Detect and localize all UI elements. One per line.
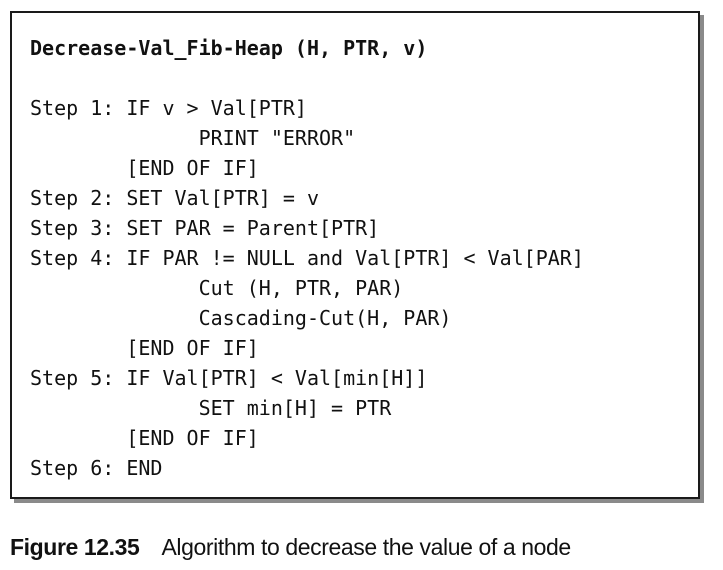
figure-label: Figure 12.35 — [10, 534, 140, 560]
algorithm-line-10: Step 5: IF Val[PTR] < Val[min[H]] — [30, 366, 428, 390]
algorithm-line-11: SET min[H] = PTR — [30, 396, 392, 420]
algorithm-line-1: Step 1: IF v > Val[PTR] — [30, 96, 307, 120]
algorithm-title: Decrease-Val_Fib-Heap (H, PTR, v) — [30, 36, 428, 60]
algorithm-line-6: Step 4: IF PAR != NULL and Val[PTR] < Va… — [30, 246, 584, 270]
algorithm-line-7: Cut (H, PTR, PAR) — [30, 276, 404, 300]
algorithm-line-3: [END OF IF] — [30, 156, 259, 180]
algorithm-line-5: Step 3: SET PAR = Parent[PTR] — [30, 216, 380, 240]
algorithm-line-13: Step 6: END — [30, 456, 163, 480]
algorithm-lines: Step 1: IF v > Val[PTR] PRINT "ERROR" [E… — [30, 93, 584, 483]
figure-caption: Figure 12.35 Algorithm to decrease the va… — [10, 532, 571, 562]
algorithm-line-2: PRINT "ERROR" — [30, 126, 356, 150]
algorithm-line-12: [END OF IF] — [30, 426, 259, 450]
algorithm-line-4: Step 2: SET Val[PTR] = v — [30, 186, 319, 210]
algorithm-line-9: [END OF IF] — [30, 336, 259, 360]
figure-caption-text: Algorithm to decrease the value of a nod… — [161, 534, 571, 560]
algorithm-box: Decrease-Val_Fib-Heap (H, PTR, v) Step 1… — [10, 11, 700, 499]
algorithm-line-8: Cascading-Cut(H, PAR) — [30, 306, 452, 330]
